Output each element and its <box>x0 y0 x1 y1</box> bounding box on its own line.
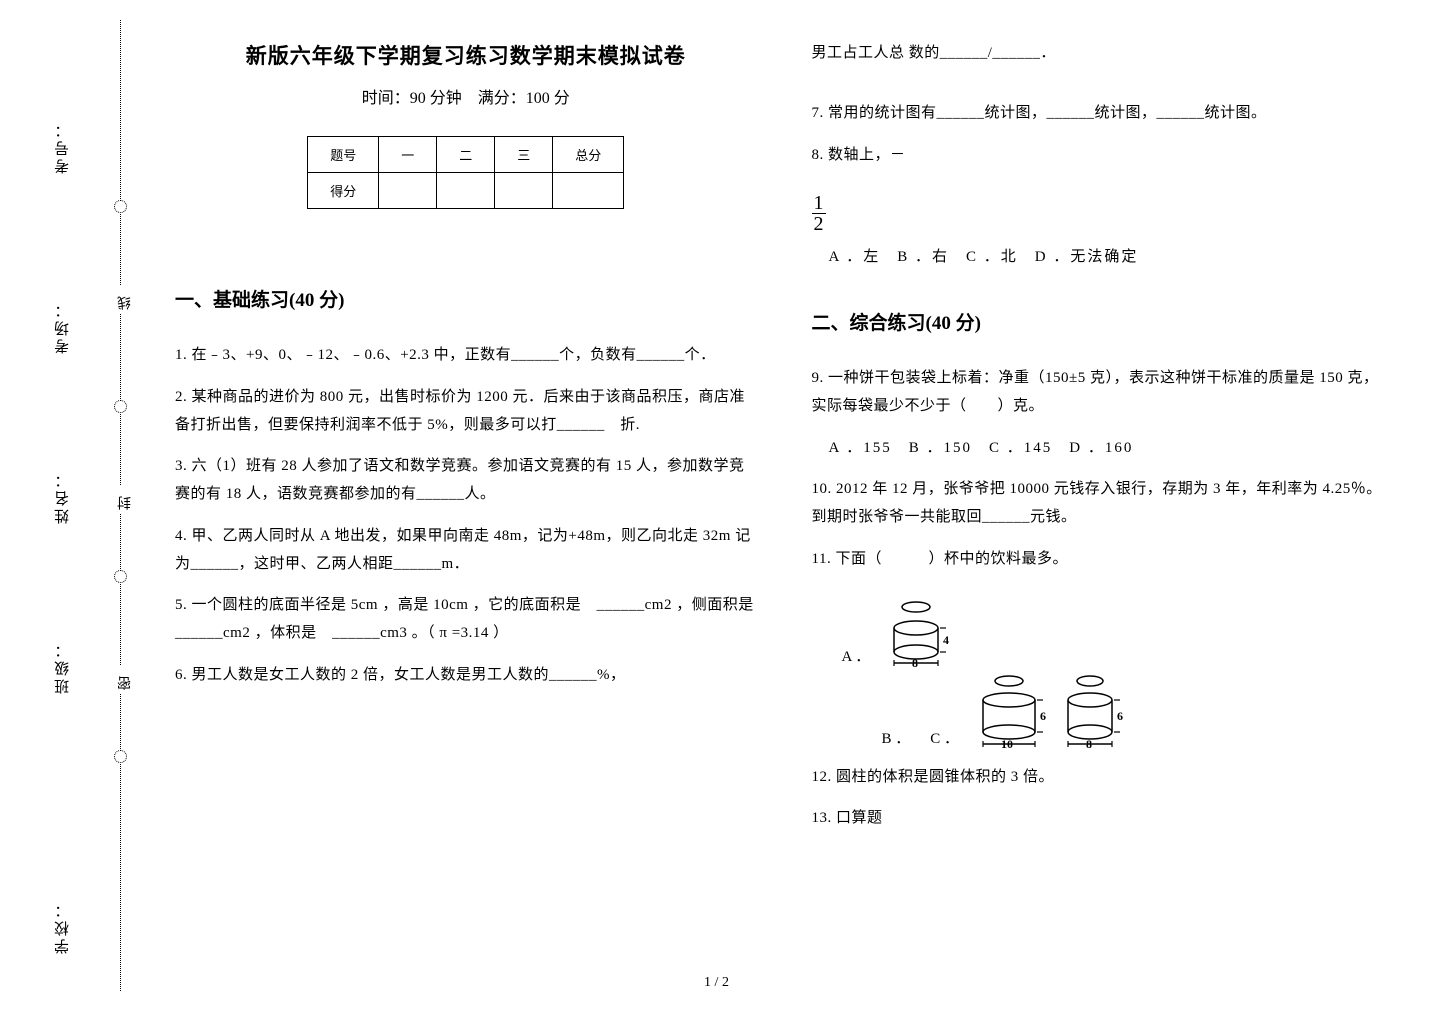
binding-circle <box>114 400 127 413</box>
cup-figures: A ． 4 8 B ． C ． <box>842 594 1394 754</box>
question-10: 10. 2012 年 12 月，张爷爷把 10000 元钱存入银行，存期为 3 … <box>812 476 1394 532</box>
question-11: 11. 下面（ ）杯中的饮料最多。 <box>812 546 1394 574</box>
score-header: 一 <box>379 137 437 173</box>
question-6b: 男工占工人总 数的______/______． <box>812 40 1394 68</box>
binding-mark-xian: 线 <box>116 285 136 313</box>
right-column: 男工占工人总 数的______/______． 7. 常用的统计图有______… <box>812 40 1394 971</box>
question-8-options: A ．左 B ．右 C ．北 D ．无法确定 <box>812 244 1394 272</box>
binding-label-school: 学校： <box>52 900 73 954</box>
cup-a-label: A ． <box>842 645 871 668</box>
question-2: 2. 某种商品的进价为 800 元，出售时标价为 1200 元．后来由于该商品积… <box>175 384 757 440</box>
section1-title: 一、基础练习(40 分) <box>175 285 757 312</box>
question-7: 7. 常用的统计图有______统计图，______统计图，______统计图。 <box>812 100 1394 128</box>
binding-circle <box>114 570 127 583</box>
binding-circle <box>114 750 127 763</box>
binding-label-room: 考场： <box>52 300 73 354</box>
question-9-options: A ．155 B ．150 C ．145 D ．160 <box>812 435 1394 463</box>
question-9: 9. 一种饼干包装袋上标着：净重（150±5 克），表示这种饼干标准的质量是 1… <box>812 365 1394 421</box>
score-header: 二 <box>437 137 495 173</box>
binding-margin: 考号： 考场： 姓名： 班级： 学校： 线 封 密 <box>0 0 155 1011</box>
binding-circle <box>114 200 127 213</box>
question-3: 3. 六（1）班有 28 人参加了语文和数学竞赛。参加语文竞赛的有 15 人，参… <box>175 453 757 509</box>
question-13: 13. 口算题 <box>812 805 1394 833</box>
binding-label-class: 班级： <box>52 640 73 694</box>
question-8a: 8. 数轴上，－ <box>812 142 1394 170</box>
table-row: 题号 一 二 三 总分 <box>308 137 624 173</box>
svg-text:10: 10 <box>1001 737 1013 750</box>
page-footer: 1 / 2 <box>704 975 729 991</box>
fraction-numerator: 1 <box>812 193 826 214</box>
score-cell <box>379 173 437 209</box>
question-6: 6. 男工人数是女工人数的 2 倍，女工人数是男工人数的______%， <box>175 662 757 690</box>
question-5: 5. 一个圆柱的底面半径是 5cm ，高是 10cm ，它的底面积是 _____… <box>175 592 757 648</box>
score-header: 总分 <box>553 137 624 173</box>
cup-b-icon: 6 10 <box>979 672 1049 750</box>
score-cell <box>495 173 553 209</box>
cup-c-label: C ． <box>930 727 959 750</box>
cup-c-icon: 6 8 <box>1063 672 1125 750</box>
svg-text:6: 6 <box>1117 709 1123 723</box>
left-column: 新版六年级下学期复习练习数学期末模拟试卷 时间：90 分钟 满分：100 分 题… <box>175 40 757 971</box>
binding-mark-feng: 封 <box>116 485 136 513</box>
cup-a-icon: 4 8 <box>890 598 950 668</box>
binding-mark-mi: 密 <box>116 665 136 693</box>
table-row: 得分 <box>308 173 624 209</box>
question-8-fraction: 1 2 <box>812 193 1394 234</box>
svg-text:4: 4 <box>943 633 949 647</box>
cup-b-label: B ． <box>882 727 911 750</box>
page-content: 新版六年级下学期复习练习数学期末模拟试卷 时间：90 分钟 满分：100 分 题… <box>175 40 1393 971</box>
exam-subtitle: 时间：90 分钟 满分：100 分 <box>175 84 757 108</box>
cup-a-group: A ． 4 8 <box>842 598 1394 668</box>
binding-label-name: 姓名： <box>52 470 73 524</box>
svg-text:8: 8 <box>1086 737 1092 750</box>
svg-text:6: 6 <box>1040 709 1046 723</box>
exam-title: 新版六年级下学期复习练习数学期末模拟试卷 <box>175 40 757 70</box>
score-table: 题号 一 二 三 总分 得分 <box>307 136 624 209</box>
question-12: 12. 圆柱的体积是圆锥体积的 3 倍。 <box>812 764 1394 792</box>
binding-label-exam-id: 考号： <box>52 120 73 174</box>
section2-title: 二、综合练习(40 分) <box>812 308 1394 335</box>
question-1: 1. 在﹣3、+9、0、﹣12、﹣0.6、+2.3 中，正数有______个，负… <box>175 342 757 370</box>
svg-text:8: 8 <box>912 656 918 668</box>
score-cell <box>437 173 495 209</box>
question-4: 4. 甲、乙两人同时从 A 地出发，如果甲向南走 48m，记为+48m，则乙向北… <box>175 523 757 579</box>
fraction-denominator: 2 <box>812 214 826 234</box>
score-header: 题号 <box>308 137 379 173</box>
score-cell <box>553 173 624 209</box>
cup-bc-group: B ． C ． 6 10 <box>882 672 1394 750</box>
score-header: 三 <box>495 137 553 173</box>
score-label: 得分 <box>308 173 379 209</box>
